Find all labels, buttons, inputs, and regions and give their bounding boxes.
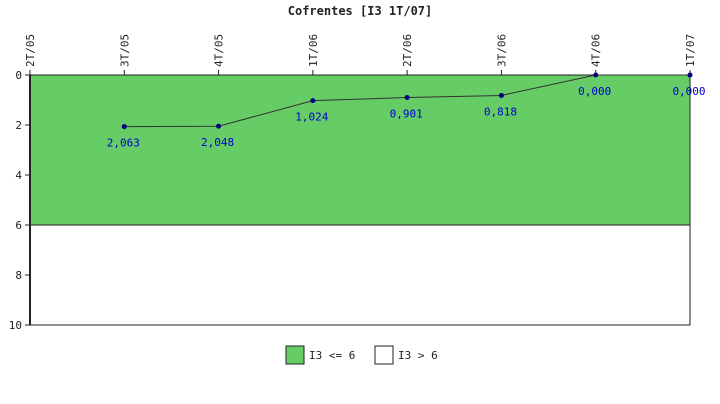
y-tick-label: 0 [15, 69, 22, 82]
y-tick-label: 8 [15, 269, 22, 282]
x-tick-label: 3T/05 [118, 34, 131, 67]
y-tick-label: 6 [15, 219, 22, 232]
legend-label: I3 <= 6 [309, 349, 355, 362]
data-point [121, 124, 127, 130]
data-label: 0,000 [578, 85, 611, 98]
y-tick-label: 2 [15, 119, 22, 132]
x-tick-label: 2T/06 [401, 34, 414, 67]
data-label: 0,818 [484, 105, 517, 118]
x-tick-label: 4T/06 [590, 34, 603, 67]
legend-swatch [374, 345, 394, 365]
data-point [404, 95, 410, 101]
data-point [687, 72, 693, 78]
y-tick-label: 10 [9, 319, 22, 332]
legend-label: I3 > 6 [398, 349, 438, 362]
data-label: 1,024 [295, 111, 328, 124]
y-tick-label: 4 [15, 169, 22, 182]
x-tick-label: 2T/05 [24, 34, 37, 67]
x-tick-label: 4T/05 [213, 34, 226, 67]
band-2 [30, 225, 690, 325]
data-point [593, 72, 599, 78]
x-tick-label: 1T/07 [684, 34, 697, 67]
band-1 [30, 75, 690, 225]
data-point [310, 98, 316, 104]
x-tick-label: 3T/06 [495, 34, 508, 67]
data-label: 0,000 [672, 85, 705, 98]
legend-swatch [285, 345, 305, 365]
data-label: 0,901 [390, 108, 423, 121]
legend: I3 <= 6 I3 > 6 [285, 345, 438, 365]
data-point [498, 92, 504, 98]
data-label: 2,063 [107, 137, 140, 150]
x-tick-label: 1T/06 [307, 34, 320, 67]
chart-title: Cofrentes [I3 1T/07] [288, 4, 433, 18]
data-label: 2,048 [201, 136, 234, 149]
data-point [216, 123, 222, 129]
